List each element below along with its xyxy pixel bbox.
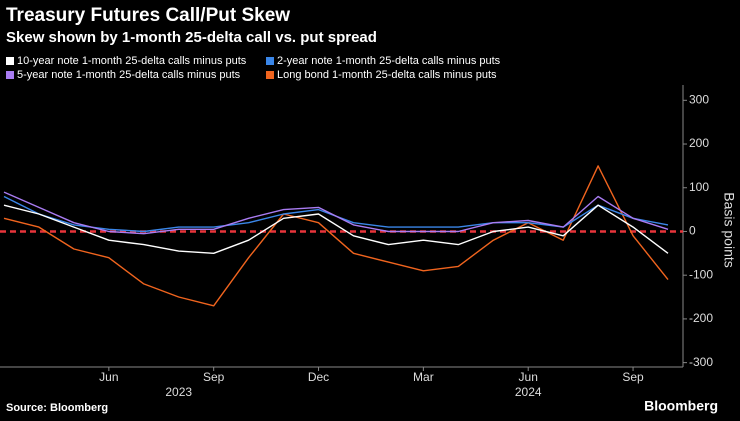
source: Source: Bloomberg [6, 402, 108, 414]
x-year-label: 2024 [515, 385, 542, 399]
y-tick-label: -300 [689, 355, 713, 369]
y-axis-label: Basis points [721, 192, 737, 267]
legend-swatch [6, 71, 14, 79]
y-tick-label: 300 [689, 92, 709, 106]
y-tick-label: 0 [689, 224, 696, 238]
series-line [3, 204, 669, 254]
legend-label: Long bond 1-month 25-delta calls minus p… [277, 69, 497, 81]
y-tick-label: 200 [689, 136, 709, 150]
legend-label: 5-year note 1-month 25-delta calls minus… [17, 69, 241, 81]
series-line [3, 195, 669, 233]
chart-subtitle: Skew shown by 1-month 25-delta call vs. … [6, 29, 377, 46]
y-tick-label: -100 [689, 267, 713, 281]
y-tick-label: 100 [689, 180, 709, 194]
chart-title: Treasury Futures Call/Put Skew [6, 5, 290, 26]
x-year-label: 2023 [165, 385, 192, 399]
legend-swatch [6, 57, 14, 65]
series-line [3, 165, 669, 307]
legend-swatch [266, 71, 274, 79]
series-line [3, 191, 669, 235]
legend-swatch [266, 57, 274, 65]
x-tick-label: Jun [519, 370, 538, 384]
y-tick-label: -200 [689, 311, 713, 325]
x-tick-label: Mar [413, 370, 434, 384]
x-tick-label: Sep [622, 370, 644, 384]
brand: Bloomberg [644, 398, 718, 414]
x-tick-label: Jun [99, 370, 118, 384]
x-tick-label: Sep [203, 370, 225, 384]
x-tick-label: Dec [308, 370, 329, 384]
legend-label: 2-year note 1-month 25-delta calls minus… [277, 55, 501, 67]
legend-label: 10-year note 1-month 25-delta calls minu… [17, 55, 247, 67]
